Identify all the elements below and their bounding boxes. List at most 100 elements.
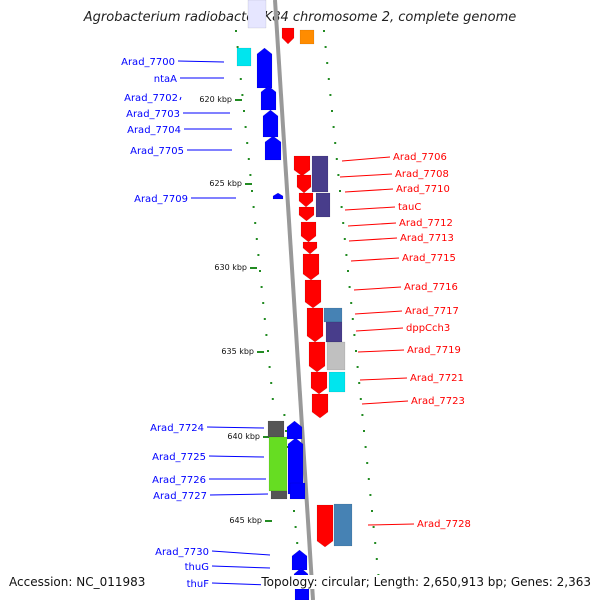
gene-label: Arad_7702	[124, 93, 178, 104]
guide-dot	[355, 350, 357, 352]
label-leader-line	[361, 400, 409, 405]
gene-label: thuG	[185, 562, 209, 573]
tick-mark	[263, 436, 270, 438]
gene-arrow	[304, 279, 322, 309]
gene-block	[268, 436, 288, 492]
gene-arrow	[291, 549, 308, 571]
tick-label: 635 kbp	[221, 347, 254, 356]
gene-label: Arad_7708	[395, 169, 449, 180]
gene-block	[267, 420, 285, 438]
guide-dot	[332, 126, 335, 128]
guide-dot	[236, 46, 239, 48]
guide-dot	[252, 206, 255, 208]
guide-dot	[337, 174, 340, 176]
guide-dot	[361, 414, 364, 416]
gene-label: Arad_7726	[152, 475, 206, 486]
gene-label: Arad_7724	[150, 423, 204, 434]
guide-dot	[367, 478, 370, 480]
gene-label: Arad_7725	[152, 452, 206, 463]
guide-dot	[254, 222, 257, 224]
gene-label: dppCch3	[406, 323, 450, 334]
gene-block	[294, 587, 310, 600]
guide-dot	[348, 286, 351, 288]
guide-dot	[296, 542, 299, 544]
gene-arrow	[293, 155, 311, 177]
gene-arrow	[296, 174, 312, 194]
label-leader-line	[354, 310, 403, 315]
gene-label: tauC	[398, 202, 421, 213]
gene-label: Arad_7716	[404, 282, 458, 293]
guide-dot	[340, 206, 343, 208]
gene-label: Arad_7704	[127, 125, 181, 136]
gene-label: Arad_7727	[153, 491, 207, 502]
guide-dot	[241, 94, 244, 96]
guide-dot	[356, 366, 359, 368]
label-leader-line	[209, 493, 269, 496]
gene-arrow	[300, 221, 317, 243]
gene-label: Arad_7730	[155, 547, 209, 558]
gene-label: Arad_7709	[134, 194, 188, 205]
label-leader-line	[350, 257, 400, 262]
gene-arrow	[308, 341, 326, 373]
gene-label: Arad_7721	[410, 373, 464, 384]
gene-block	[289, 482, 306, 500]
guide-dot	[369, 494, 372, 496]
guide-dot	[372, 526, 375, 528]
guide-dot	[270, 382, 273, 384]
gene-label: Arad_7706	[393, 152, 447, 163]
guide-dot	[259, 270, 261, 272]
gene-arrow	[286, 420, 303, 440]
gene-arrow	[306, 307, 324, 343]
guide-dot	[244, 126, 247, 128]
gene-label: thuF	[187, 579, 210, 590]
guide-dot	[249, 174, 252, 176]
guide-dot	[359, 398, 362, 400]
guide-dot	[343, 238, 346, 240]
gene-arrow	[298, 192, 314, 208]
guide-dot	[265, 334, 268, 336]
tick-label: 620 kbp	[199, 95, 232, 104]
guide-dot	[262, 302, 265, 304]
label-leader-line	[341, 156, 391, 162]
map-title: Agrobacterium radiobacter K84 chromosome…	[83, 10, 517, 25]
guide-dot	[257, 254, 260, 256]
guide-dot	[347, 270, 349, 272]
gene-block	[236, 47, 252, 67]
label-leader-line	[206, 426, 265, 429]
guide-dot	[271, 398, 274, 400]
guide-dot	[364, 446, 367, 448]
guide-dot	[286, 446, 289, 448]
tick-label: 640 kbp	[227, 432, 260, 441]
label-leader-line	[348, 237, 398, 242]
accession-text: Accession: NC_011983	[9, 575, 146, 589]
gene-arrow	[302, 253, 320, 281]
gene-arrow	[316, 504, 334, 548]
genome-summary-text: Topology: circular; Length: 2,650,913 bp…	[261, 575, 591, 589]
guide-dot	[371, 510, 373, 512]
guide-dot	[283, 414, 286, 416]
guide-dot	[375, 558, 378, 560]
gene-label: Arad_7705	[130, 146, 184, 157]
guide-dot	[255, 238, 258, 240]
guide-dot	[235, 30, 237, 32]
gene-arrow	[298, 206, 315, 222]
gene-label: Arad_7700	[121, 57, 175, 68]
gene-label: Arad_7712	[399, 218, 453, 229]
tick-label: 645 kbp	[229, 516, 262, 525]
guide-dot	[247, 158, 250, 160]
guide-dot	[285, 430, 287, 432]
label-leader-line	[211, 550, 271, 556]
gene-arrow	[310, 371, 328, 395]
gene-block	[325, 321, 343, 343]
gene-label: Arad_7723	[411, 396, 465, 407]
label-leader-line	[179, 96, 182, 101]
label-leader-line	[347, 222, 397, 227]
gene-block	[315, 192, 331, 218]
tick-label: 630 kbp	[214, 263, 247, 272]
gene-block	[270, 490, 288, 500]
guide-dot	[293, 510, 295, 512]
guide-dot	[323, 30, 325, 32]
guide-dot	[268, 366, 271, 368]
guide-dot	[366, 462, 369, 464]
guide-dot	[260, 286, 263, 288]
